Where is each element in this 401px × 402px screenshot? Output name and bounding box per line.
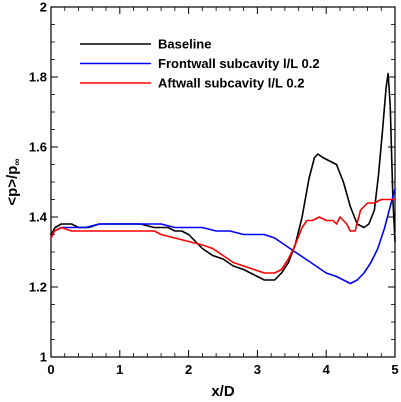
x-tick-label: 0 [47,362,54,377]
y-axis-label-sub: ∞ [12,158,23,165]
y-tick-label: 2 [40,0,47,15]
x-tick-label: 4 [323,362,331,377]
y-axis-label-main: <p>/p [4,166,21,206]
legend-label-2: Frontwall subcavity l/L 0.2 [158,56,320,71]
x-tick-label: 3 [254,362,261,377]
series-line-2 [50,188,396,285]
series-line-3 [50,198,396,274]
series-layer [50,72,396,285]
y-tick-label: 1.2 [29,280,47,295]
y-tick-label: 1 [40,350,47,365]
x-tick-label: 2 [185,362,192,377]
x-axis-label: x/D [211,383,235,400]
y-tick-label: 1.8 [29,70,47,85]
ticks-layer: 0 1 2 3 4 511.21.41.61.82 [29,0,399,377]
series-line-1 [50,72,396,281]
y-axis-label: <p>/p∞ [4,158,23,205]
x-tick-label: 1 [116,362,123,377]
legend-label-3: Aftwall subcavity l/L 0.2 [158,76,304,91]
y-tick-label: 1.4 [29,210,48,225]
x-tick-label: 5 [391,362,398,377]
legend: Baseline Frontwall subcavity l/L 0.2 Aftwa… [80,37,320,91]
legend-label-1: Baseline [158,37,211,52]
y-tick-label: 1.6 [29,140,47,155]
